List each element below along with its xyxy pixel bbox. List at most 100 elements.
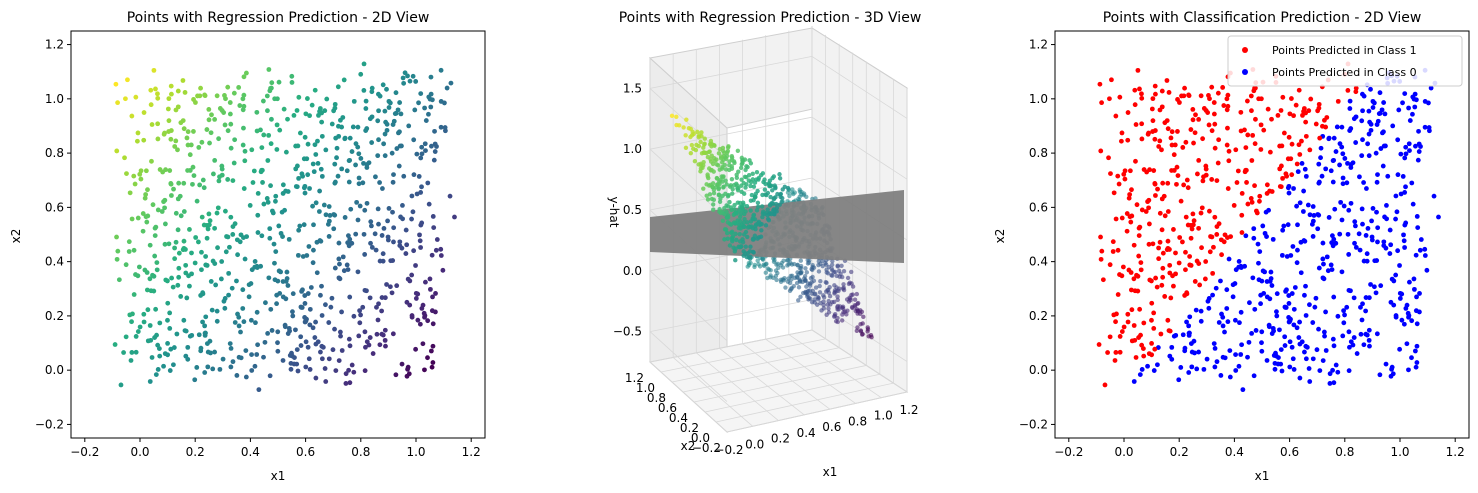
class-point	[1401, 232, 1406, 238]
class-point	[1099, 248, 1105, 254]
reg-point	[272, 260, 277, 266]
class-point	[1192, 279, 1198, 284]
class-point	[1139, 91, 1144, 97]
reg-point	[312, 87, 318, 93]
reg-point	[195, 93, 200, 99]
class-point	[1297, 152, 1303, 157]
reg-point	[386, 206, 392, 211]
class-point	[1301, 106, 1307, 111]
class-point	[1400, 174, 1406, 179]
reg-point	[254, 309, 260, 315]
reg3d-point	[770, 175, 775, 181]
class-point	[1131, 276, 1137, 282]
reg-point	[319, 356, 325, 362]
reg-point	[225, 84, 231, 90]
x-tick-label-3-1: 0.0	[1114, 445, 1133, 459]
class-point	[1117, 349, 1123, 355]
reg-point	[363, 98, 369, 104]
class-point	[1141, 320, 1147, 326]
class-point	[1341, 203, 1347, 209]
class-point	[1226, 158, 1232, 164]
class-point	[1414, 360, 1420, 365]
reg3d-point	[725, 194, 731, 199]
reg-point	[143, 192, 149, 197]
class-point	[1407, 118, 1413, 123]
reg-point	[219, 163, 225, 169]
reg-point	[236, 85, 242, 90]
class-point	[1128, 219, 1134, 225]
class-point	[1167, 353, 1173, 359]
reg-point	[201, 185, 207, 191]
class-point	[1344, 180, 1350, 186]
reg-point	[307, 186, 312, 191]
reg-point	[422, 105, 427, 111]
reg-point	[173, 210, 179, 216]
class-point	[1107, 262, 1113, 268]
reg-point	[376, 108, 381, 114]
y-tick-label-3-1: 0.0	[1029, 363, 1048, 377]
class-point	[1261, 127, 1267, 133]
reg-point	[403, 251, 409, 256]
class-point	[1366, 295, 1372, 301]
reg-point	[329, 295, 335, 301]
reg3d-point	[806, 295, 812, 300]
class-point	[1310, 204, 1316, 209]
plot-frame-3	[1054, 30, 1470, 439]
floor-gridline	[671, 347, 840, 383]
reg-point	[343, 371, 349, 377]
reg-point	[375, 317, 381, 323]
reg3d-point	[819, 308, 824, 313]
reg-point	[319, 313, 325, 318]
class-point	[1183, 249, 1188, 255]
class-point	[1211, 100, 1217, 105]
class-point	[1151, 325, 1157, 331]
reg3d-point	[718, 156, 724, 161]
reg3d-point	[849, 281, 854, 286]
reg-point	[263, 300, 268, 306]
reg-point	[216, 136, 222, 142]
reg-point	[218, 276, 224, 282]
reg-point	[372, 231, 378, 237]
reg3d-point	[769, 183, 774, 188]
class-point	[1368, 282, 1373, 287]
reg-point	[428, 286, 433, 292]
reg-point	[413, 79, 419, 84]
x2-tick-label-4: 0.6	[658, 401, 677, 415]
reg-point	[217, 366, 223, 372]
reg3d-point	[748, 179, 754, 185]
y-tick-label-3-0: −0.2	[1019, 417, 1048, 431]
class-point	[1413, 308, 1419, 314]
reg-point	[192, 377, 198, 383]
reg-point	[367, 116, 373, 122]
reg-point	[305, 291, 311, 296]
reg-point	[228, 121, 234, 127]
class-point	[1212, 345, 1218, 351]
reg-point	[127, 190, 133, 196]
class-point	[1171, 283, 1176, 289]
reg-point	[266, 132, 272, 138]
class-point	[1255, 241, 1261, 247]
reg-point	[209, 112, 214, 118]
class-point	[1388, 242, 1394, 248]
x2-tick-label-7: 1.2	[625, 371, 644, 385]
reg-point	[191, 173, 197, 178]
reg3d-point	[812, 292, 817, 297]
reg-point	[168, 136, 174, 142]
class-point	[1409, 180, 1415, 186]
reg3d-point	[756, 262, 761, 267]
reg-point	[390, 179, 396, 185]
reg-point	[222, 122, 228, 128]
class-point	[1102, 382, 1108, 388]
class-point	[1284, 287, 1289, 293]
reg3d-point	[761, 262, 766, 267]
y-tick-label-1-3: 0.4	[45, 255, 64, 269]
reg-point	[261, 132, 267, 138]
reg-point	[380, 82, 386, 88]
class-point	[1174, 164, 1180, 170]
reg-point	[181, 238, 187, 244]
class-point	[1228, 234, 1234, 240]
reg-point	[225, 234, 231, 240]
reg-point	[447, 193, 453, 199]
reg3d-point	[826, 306, 831, 311]
reg-point	[286, 325, 292, 331]
